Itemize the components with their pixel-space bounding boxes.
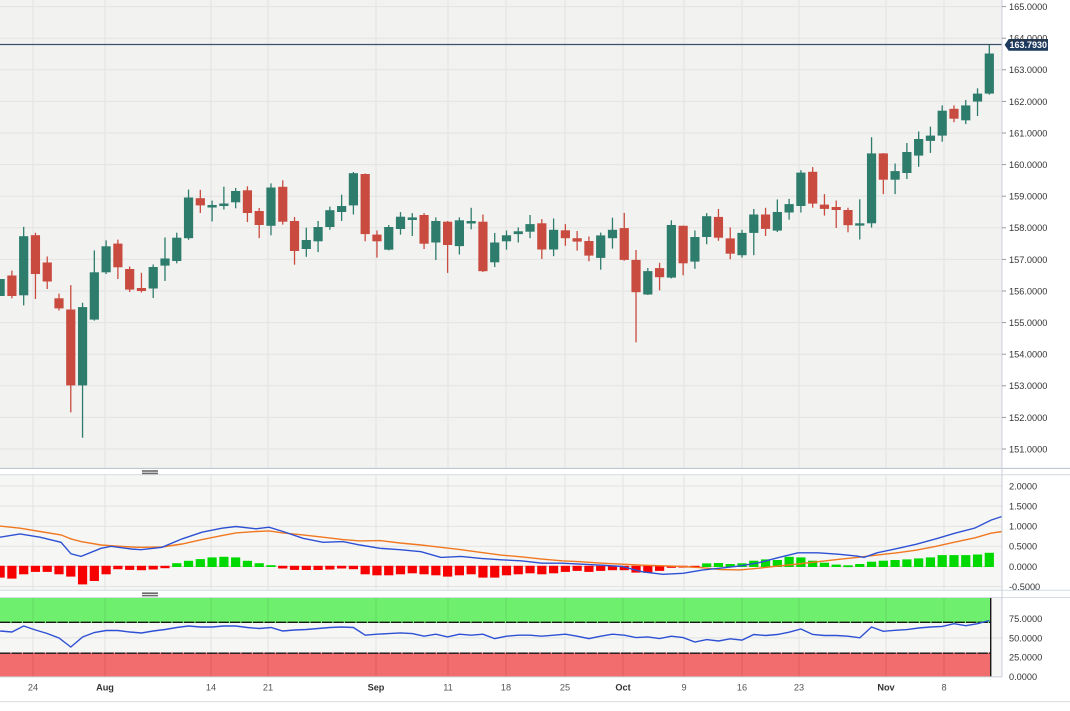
svg-text:Aug: Aug — [96, 683, 114, 693]
svg-text:163.0000: 163.0000 — [1009, 65, 1047, 75]
svg-text:159.0000: 159.0000 — [1009, 192, 1047, 202]
svg-text:156.0000: 156.0000 — [1009, 286, 1047, 296]
svg-text:157.0000: 157.0000 — [1009, 255, 1047, 265]
svg-text:25: 25 — [560, 683, 570, 693]
svg-text:Sep: Sep — [368, 683, 385, 693]
svg-text:Nov: Nov — [877, 683, 895, 693]
svg-text:14: 14 — [206, 683, 216, 693]
svg-text:Oct: Oct — [615, 683, 630, 693]
svg-text:154.0000: 154.0000 — [1009, 350, 1047, 360]
svg-text:160.0000: 160.0000 — [1009, 160, 1047, 170]
svg-text:0.5000: 0.5000 — [1009, 542, 1037, 552]
svg-text:8: 8 — [941, 683, 946, 693]
svg-text:1.0000: 1.0000 — [1009, 522, 1037, 532]
svg-text:23: 23 — [794, 683, 804, 693]
svg-text:164.0000: 164.0000 — [1009, 34, 1047, 44]
svg-text:163.7930: 163.7930 — [1010, 40, 1048, 50]
svg-text:153.0000: 153.0000 — [1009, 381, 1047, 391]
svg-text:1.5000: 1.5000 — [1009, 502, 1037, 512]
svg-text:11: 11 — [443, 683, 453, 693]
svg-text:161.0000: 161.0000 — [1009, 128, 1047, 138]
svg-text:21: 21 — [263, 683, 273, 693]
svg-text:9: 9 — [681, 683, 686, 693]
svg-text:151.0000: 151.0000 — [1009, 444, 1047, 454]
svg-text:2.0000: 2.0000 — [1009, 481, 1037, 491]
svg-text:24: 24 — [28, 683, 38, 693]
svg-text:155.0000: 155.0000 — [1009, 318, 1047, 328]
svg-text:-0.5000: -0.5000 — [1009, 582, 1040, 592]
svg-text:18: 18 — [501, 683, 511, 693]
svg-text:50.0000: 50.0000 — [1009, 633, 1042, 643]
svg-text:158.0000: 158.0000 — [1009, 223, 1047, 233]
svg-text:75.0000: 75.0000 — [1009, 614, 1042, 624]
svg-text:0.0000: 0.0000 — [1009, 672, 1037, 682]
svg-text:165.0000: 165.0000 — [1009, 2, 1047, 12]
svg-text:0.0000: 0.0000 — [1009, 562, 1037, 572]
svg-text:162.0000: 162.0000 — [1009, 97, 1047, 107]
svg-text:152.0000: 152.0000 — [1009, 413, 1047, 423]
svg-text:16: 16 — [737, 683, 747, 693]
svg-text:25.0000: 25.0000 — [1009, 653, 1042, 663]
